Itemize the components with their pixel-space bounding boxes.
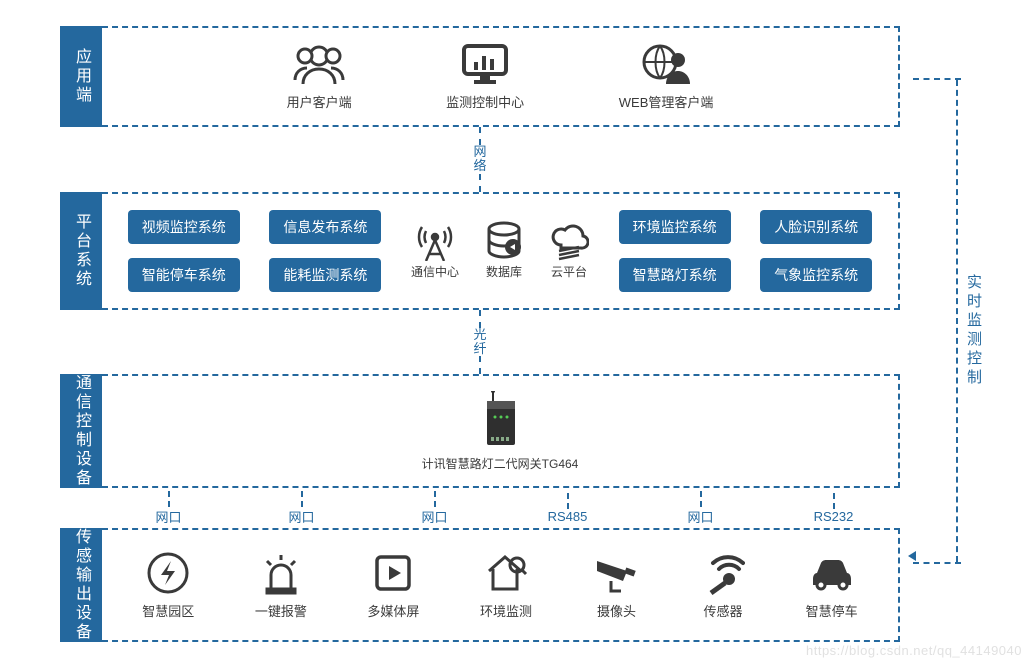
watermark: https://blog.csdn.net/qq_44149040 bbox=[806, 643, 1022, 658]
sensor-item-media-label: 多媒体屏 bbox=[367, 601, 419, 620]
layer-comm: 通信控制设备 计讯智慧路灯二代网关TG464 bbox=[60, 374, 900, 488]
app-item-monitor: 监测控制中心 bbox=[446, 42, 524, 111]
platform-center-antenna-label: 通信中心 bbox=[411, 263, 459, 280]
sensor-item-alarm-label: 一键报警 bbox=[255, 601, 307, 620]
platform-center-cloud-label: 云平台 bbox=[551, 263, 587, 280]
siren-icon bbox=[259, 551, 303, 595]
sensor-item-media: 多媒体屏 bbox=[367, 551, 419, 620]
platform-center: 通信中心 数据库 云平台 bbox=[411, 221, 589, 280]
gateway-device-icon bbox=[473, 391, 527, 449]
connector-fiber-label: 光纤 bbox=[473, 328, 487, 357]
side-bracket bbox=[956, 80, 958, 562]
port-2: 网口 bbox=[421, 507, 447, 526]
port-4: 网口 bbox=[687, 507, 713, 526]
media-icon bbox=[371, 551, 415, 595]
bolt-icon bbox=[146, 551, 190, 595]
layer-app: 应用端 用户客户端 监测控制中心 WEB管理客户端 bbox=[60, 26, 900, 127]
port-3: RS485 bbox=[548, 509, 588, 524]
connector-network: 网络 bbox=[60, 127, 900, 192]
connector-network-label: 网络 bbox=[473, 145, 487, 174]
sensor-item-sensor-label: 传感器 bbox=[704, 601, 743, 620]
sensor-item-alarm: 一键报警 bbox=[255, 551, 307, 620]
sensor-item-sensor: 传感器 bbox=[701, 551, 745, 620]
sensor-item-park-label: 智慧园区 bbox=[142, 601, 194, 620]
layer-app-label: 应用端 bbox=[60, 26, 102, 127]
platform-box-info: 信息发布系统 bbox=[269, 210, 381, 244]
cloud-icon bbox=[549, 221, 589, 261]
app-item-web-label: WEB管理客户端 bbox=[619, 92, 714, 111]
db-icon bbox=[485, 221, 523, 261]
app-item-user: 用户客户端 bbox=[287, 42, 352, 111]
gateway-device-label: 计讯智慧路灯二代网关TG464 bbox=[422, 455, 579, 472]
layer-sensor-body: 智慧园区 一键报警 多媒体屏 环境监测 摄像头 bbox=[102, 528, 900, 642]
platform-box-parking: 智能停车系统 bbox=[128, 258, 240, 292]
sensor-icon bbox=[701, 551, 745, 595]
port-1: 网口 bbox=[288, 507, 314, 526]
platform-box-energy: 能耗监测系统 bbox=[269, 258, 381, 292]
env-icon bbox=[483, 551, 529, 595]
sensor-item-camera-label: 摄像头 bbox=[597, 601, 636, 620]
users-icon bbox=[293, 42, 345, 86]
sensor-item-car-label: 智慧停车 bbox=[806, 601, 858, 620]
layer-sensor: 传感输出设备 智慧园区 一键报警 多媒体屏 环境监测 摄像头 bbox=[60, 528, 900, 642]
sensor-item-env: 环境监测 bbox=[480, 551, 532, 620]
layer-platform: 平台系统 视频监控系统 智能停车系统 信息发布系统 能耗监测系统 通信中心 bbox=[60, 192, 900, 310]
layer-platform-label: 平台系统 bbox=[60, 192, 102, 310]
port-0: 网口 bbox=[155, 507, 181, 526]
sensor-item-env-label: 环境监测 bbox=[480, 601, 532, 620]
layer-comm-label: 通信控制设备 bbox=[60, 374, 102, 488]
side-label-text: 实时监测控制 bbox=[963, 268, 984, 394]
platform-box-env: 环境监控系统 bbox=[619, 210, 731, 244]
layer-app-body: 用户客户端 监测控制中心 WEB管理客户端 bbox=[102, 26, 900, 127]
platform-center-db-label: 数据库 bbox=[486, 263, 522, 280]
sensor-item-camera: 摄像头 bbox=[593, 551, 641, 620]
platform-box-face: 人脸识别系统 bbox=[760, 210, 872, 244]
platform-box-video: 视频监控系统 bbox=[128, 210, 240, 244]
layer-platform-body: 视频监控系统 智能停车系统 信息发布系统 能耗监测系统 通信中心 bbox=[102, 192, 900, 310]
connector-fiber: 光纤 bbox=[60, 310, 900, 375]
app-item-monitor-label: 监测控制中心 bbox=[446, 92, 524, 111]
ports-row: 网口 网口 网口 RS485 网口 RS232 bbox=[102, 488, 900, 528]
layer-comm-body: 计讯智慧路灯二代网关TG464 bbox=[102, 374, 900, 488]
sensor-item-car: 智慧停车 bbox=[806, 551, 858, 620]
monitor-icon bbox=[460, 42, 510, 86]
layer-sensor-label: 传感输出设备 bbox=[60, 528, 102, 642]
app-item-web: WEB管理客户端 bbox=[619, 42, 714, 111]
platform-box-weather: 气象监控系统 bbox=[760, 258, 872, 292]
port-5: RS232 bbox=[814, 509, 854, 524]
platform-box-light: 智慧路灯系统 bbox=[619, 258, 731, 292]
globe-user-icon bbox=[640, 42, 692, 86]
app-item-user-label: 用户客户端 bbox=[287, 92, 352, 111]
antenna-icon bbox=[416, 221, 454, 261]
sensor-item-park: 智慧园区 bbox=[142, 551, 194, 620]
car-icon bbox=[807, 551, 857, 595]
camera-icon bbox=[593, 551, 641, 595]
